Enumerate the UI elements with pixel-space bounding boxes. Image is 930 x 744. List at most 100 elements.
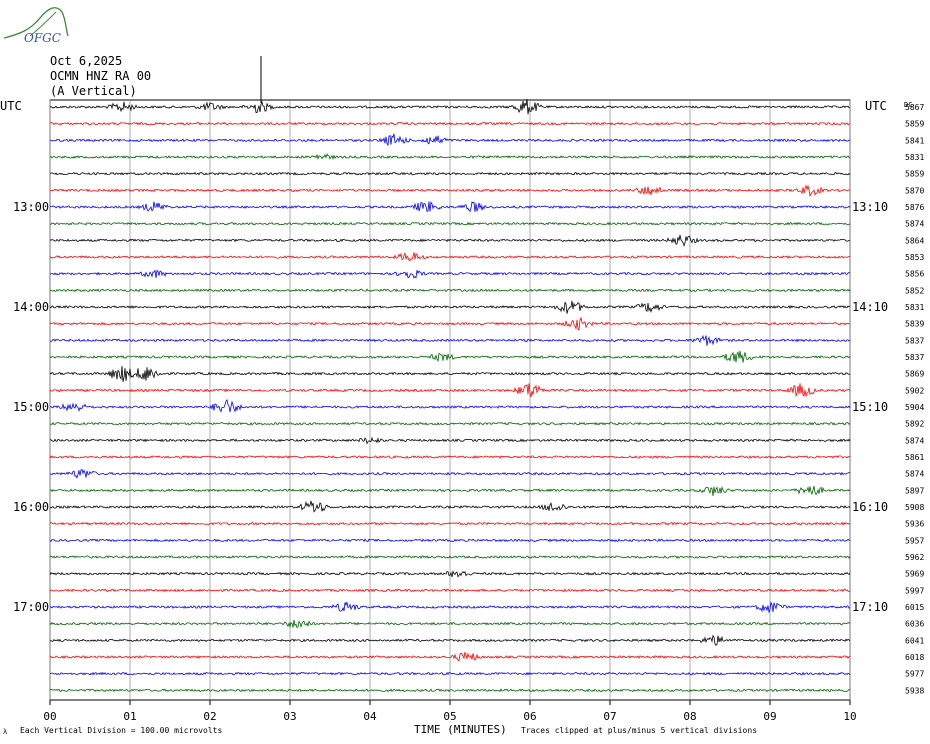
x-tick-label: 00: [43, 710, 56, 723]
trace-row: [49, 555, 851, 559]
x-tick-label: 02: [203, 710, 216, 723]
trace-row: [49, 485, 851, 496]
trace-row: [49, 468, 850, 479]
header-date: Oct 6,2025: [50, 54, 123, 68]
trace-row: [49, 251, 851, 261]
x-tick-label: 09: [763, 710, 776, 723]
trace-row: [49, 234, 850, 247]
x-tick-label: 07: [603, 710, 616, 723]
trace-row: [49, 688, 850, 693]
trace-row: [49, 436, 851, 445]
trace-row: [49, 500, 851, 513]
right-time-label: 13:10: [852, 200, 888, 214]
dc-offset-label: 5874: [905, 220, 924, 229]
x-tick-label: 04: [363, 710, 377, 723]
trace-row: [49, 121, 851, 126]
trace-row: [49, 365, 851, 382]
trace-row: [50, 221, 851, 226]
trace-row: [49, 651, 851, 662]
dc-offset-label: 5870: [905, 186, 924, 195]
dc-offset-label: 5867: [905, 103, 924, 112]
left-time-label: 13:00: [13, 200, 49, 214]
dc-offset-label: 6018: [905, 653, 924, 662]
dc-offset-label: 5902: [905, 386, 924, 395]
dc-offset-label: 5897: [905, 486, 924, 495]
left-time-label: 16:00: [13, 500, 49, 514]
x-tick-label: 06: [523, 710, 536, 723]
time-gridlines: [49, 99, 851, 705]
right-time-label: 15:10: [852, 400, 888, 414]
dc-offset-label: 6041: [905, 636, 924, 645]
x-tick-label: 05: [443, 710, 456, 723]
dc-offset-label: 5839: [905, 320, 924, 329]
utc-left-label: UTC: [0, 99, 22, 113]
left-time-label: 15:00: [13, 400, 49, 414]
trace-row: [49, 588, 851, 593]
right-time-label: 16:10: [852, 500, 888, 514]
dc-offset-label: 5841: [905, 136, 924, 145]
trace-row: [49, 133, 851, 147]
trace-row: [49, 98, 851, 115]
right-time-label: 17:10: [852, 600, 888, 614]
trace-row: [49, 521, 851, 526]
x-tick-labels: 00 01 02 03 04 05 06 07 08 09 10: [43, 710, 856, 723]
header-station: OCMN HNZ RA 00: [50, 69, 152, 83]
ofgc-logo: OFGC: [3, 7, 69, 45]
dc-offset-label: 5957: [905, 536, 924, 545]
dc-offset-label: 5831: [905, 153, 924, 162]
dc-offset-label: 5861: [905, 453, 924, 462]
left-time-label: 17:00: [13, 600, 49, 614]
trace-row: [49, 619, 851, 629]
dc-offset-label: 5864: [905, 236, 924, 245]
dc-offset-label: 5977: [905, 670, 924, 679]
dc-offset-label: 5904: [905, 403, 924, 412]
dc-offset-label: 5892: [905, 420, 924, 429]
trace-row: [49, 334, 851, 346]
left-time-label: 14:00: [13, 300, 49, 314]
trace-row: [50, 398, 851, 413]
dc-offset-label: 5869: [905, 370, 924, 379]
x-tick-label: 10: [843, 710, 856, 723]
x-tick-label: 08: [683, 710, 696, 723]
dc-offset-label: 5908: [905, 503, 924, 512]
seismic-traces: [49, 98, 851, 693]
trace-row: [49, 570, 851, 578]
utc-right-label: UTC: [865, 99, 887, 113]
dc-offset-label: 5853: [905, 253, 924, 262]
trace-row: [49, 269, 851, 279]
trace-row: [49, 153, 851, 161]
clip-note: Traces clipped at plus/minus 5 vertical …: [521, 726, 757, 735]
trace-row: [49, 671, 851, 676]
dc-offset-label: 5874: [905, 470, 924, 479]
trace-row: [49, 634, 851, 646]
dc-offset-label: 5837: [905, 353, 924, 362]
dc-label: DC: [904, 101, 912, 109]
dc-offset-label: 5859: [905, 170, 924, 179]
dc-offset-label: 5936: [905, 520, 924, 529]
trace-row: [49, 601, 851, 614]
trace-row: [49, 288, 851, 293]
dc-offset-label: 5837: [905, 336, 924, 345]
footer-mark: λ: [3, 728, 7, 736]
dc-offset-label: 5969: [905, 570, 924, 579]
dc-offset-label: 5876: [905, 203, 924, 212]
trace-row: [49, 383, 851, 398]
dc-offset-label: 5856: [905, 270, 924, 279]
dc-offset-label: 5831: [905, 303, 924, 312]
x-axis-title: TIME (MINUTES): [414, 723, 507, 736]
trace-row: [49, 350, 851, 363]
dc-offset-label: 5997: [905, 586, 924, 595]
trace-row: [49, 421, 851, 426]
dc-offset-label: 6015: [905, 603, 924, 612]
dc-offset-label: 5852: [905, 286, 924, 295]
trace-row: [49, 538, 850, 543]
time-labels: 13:00 14:00 15:00 16:00 17:00 13:10 14:10 15:10…: [13, 200, 888, 614]
x-tick-label: 03: [283, 710, 296, 723]
x-tick-label: 01: [123, 710, 136, 723]
trace-row: [49, 184, 851, 197]
dc-offset-label: 5859: [905, 120, 924, 129]
dc-offset-label: 5962: [905, 553, 924, 562]
header-orientation: (A Vertical): [50, 84, 137, 98]
right-time-label: 14:10: [852, 300, 888, 314]
